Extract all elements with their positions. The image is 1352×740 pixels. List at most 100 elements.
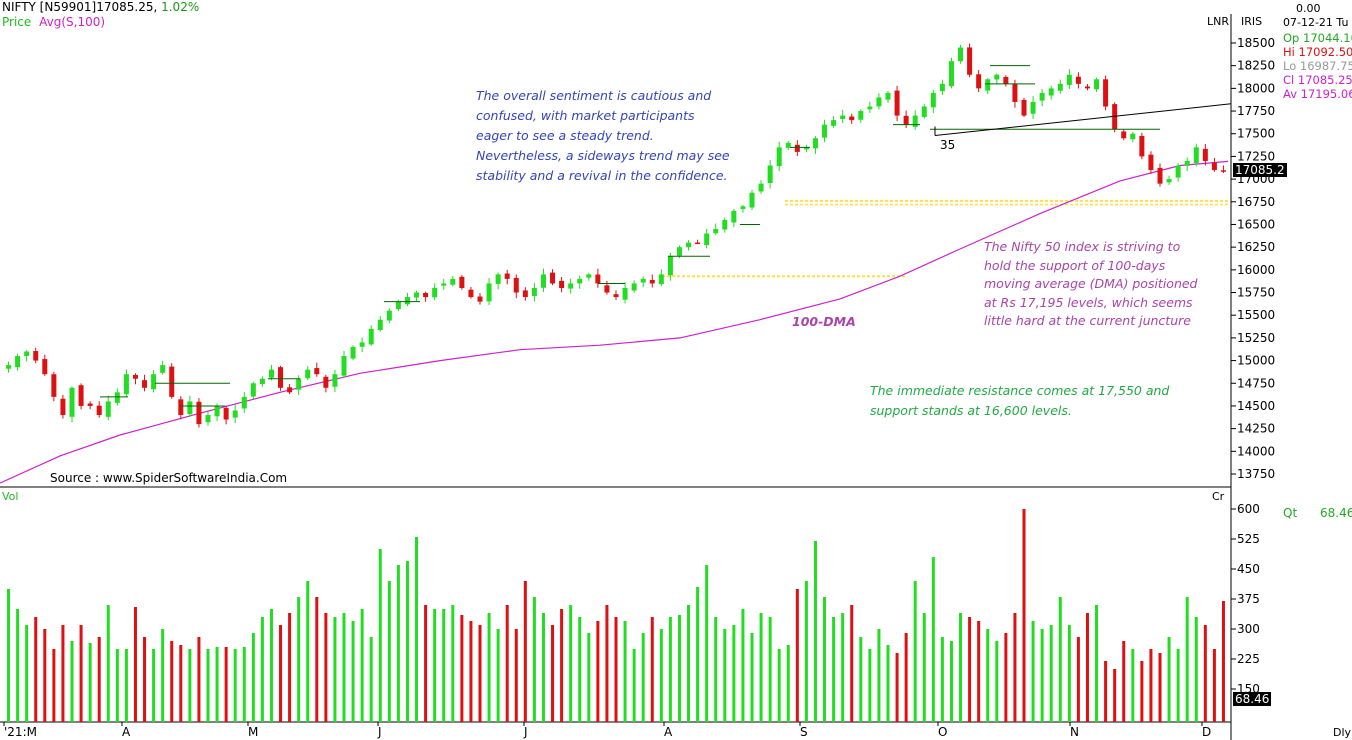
candle-body: [1084, 86, 1090, 89]
volume-bar: [1176, 649, 1180, 722]
levels-note: The immediate resistance comes at 17,550…: [870, 383, 1170, 418]
close-readout: Cl 17085.25: [1283, 73, 1352, 87]
volume-bar: [143, 637, 147, 722]
volume-bar: [623, 621, 627, 722]
candle-body: [450, 278, 456, 285]
date-tick-label: J: [377, 725, 382, 739]
price-tick-label: 14250: [1237, 422, 1275, 436]
volume-bar: [650, 617, 654, 722]
dma-note: The Nifty 50 index is striving to hold t…: [984, 239, 1198, 328]
candle-body: [160, 365, 166, 373]
candle-body: [205, 415, 211, 423]
candle-body: [87, 403, 93, 406]
price-tick-label: 15500: [1237, 308, 1275, 322]
volume-bar: [1131, 649, 1135, 722]
volume-bar: [279, 625, 283, 722]
volume-bar: [813, 541, 817, 722]
volume-bar: [723, 629, 727, 722]
candle-body: [432, 287, 438, 298]
volume-bar: [1013, 613, 1017, 722]
candle-body: [1220, 170, 1226, 172]
scale-mode[interactable]: LNR: [1207, 15, 1229, 28]
volume-bar: [1140, 661, 1144, 722]
candle-body: [395, 301, 401, 310]
volume-bar: [43, 629, 47, 722]
candle-body: [948, 61, 954, 87]
volume-bar: [133, 607, 137, 722]
volume-bar: [7, 589, 11, 722]
volume-bar: [79, 625, 83, 722]
candle-body: [96, 405, 102, 416]
volume-bar: [895, 653, 899, 722]
volume-bar: [904, 633, 908, 722]
volume-bars: [7, 509, 1225, 722]
candle-body: [359, 342, 365, 347]
qt-label: Qt: [1283, 506, 1298, 520]
candle-body: [622, 287, 628, 300]
volume-bar: [333, 617, 337, 722]
candle-body: [939, 83, 945, 92]
candle-body: [423, 292, 429, 298]
volume-bar: [841, 613, 845, 722]
top-value: 0.00: [1296, 2, 1321, 15]
candle-body: [33, 351, 39, 361]
dma-line: [0, 160, 1229, 484]
candle-body: [1103, 79, 1109, 107]
candle-body: [114, 392, 120, 403]
candle-body: [105, 401, 111, 417]
candle-body: [341, 356, 347, 376]
candle-body: [1211, 162, 1217, 171]
volume-bar: [532, 597, 536, 722]
volume-bar: [1212, 649, 1216, 722]
volume-bar: [269, 609, 273, 722]
volume-bar: [968, 617, 972, 722]
candle-body: [577, 278, 583, 284]
volume-bar: [668, 617, 672, 722]
candle-body: [658, 274, 664, 285]
date-label: 07-12-21 Tu: [1283, 16, 1349, 29]
volume-bar: [696, 587, 700, 722]
candle-body: [305, 369, 311, 379]
volume-bar: [460, 615, 464, 722]
volume-bar: [260, 617, 264, 722]
volume-bar: [106, 605, 110, 722]
candle-body: [985, 79, 991, 91]
candle-body: [785, 142, 791, 148]
volume-bar: [124, 649, 128, 722]
volume-bar: [25, 625, 29, 722]
volume-bar: [1122, 641, 1126, 722]
date-tick-label: O: [938, 725, 947, 739]
candle-body: [1030, 101, 1036, 114]
trendline: [934, 103, 1232, 137]
volume-bar: [560, 609, 564, 722]
volume-bar: [415, 537, 419, 722]
candle-body: [1012, 84, 1018, 102]
volume-bar: [251, 633, 255, 722]
volume-bar: [351, 621, 355, 722]
volume-bar: [1104, 661, 1108, 722]
candle-body: [840, 115, 846, 119]
volume-bar: [949, 641, 953, 722]
volume-bar: [1058, 597, 1062, 722]
sentiment-note: The overall sentiment is cautious and co…: [476, 88, 730, 183]
volume-bar: [1076, 637, 1080, 722]
volume-tick-label: 375: [1237, 592, 1260, 606]
volume-bar: [641, 633, 645, 722]
candle-body: [1130, 133, 1136, 140]
candle-body: [667, 256, 673, 276]
date-tick-label: D: [1202, 725, 1211, 739]
resistance-trendline: [934, 103, 1232, 137]
volume-bar: [378, 549, 382, 722]
price-axis: 13750 14000 14250 14500 14750 15000 15250 15500…: [1231, 36, 1275, 481]
volume-bar: [324, 613, 328, 722]
volume-bar: [541, 613, 545, 722]
price-tick-label: 16500: [1237, 217, 1275, 231]
candle-body: [232, 410, 238, 418]
volume-bar: [496, 629, 500, 722]
price-tick-label: 13750: [1237, 467, 1275, 481]
volume-bar: [1049, 625, 1053, 722]
high-readout: Hi 17092.50: [1283, 45, 1352, 59]
period-label[interactable]: Dly: [1333, 726, 1352, 739]
volume-bar: [451, 605, 455, 722]
